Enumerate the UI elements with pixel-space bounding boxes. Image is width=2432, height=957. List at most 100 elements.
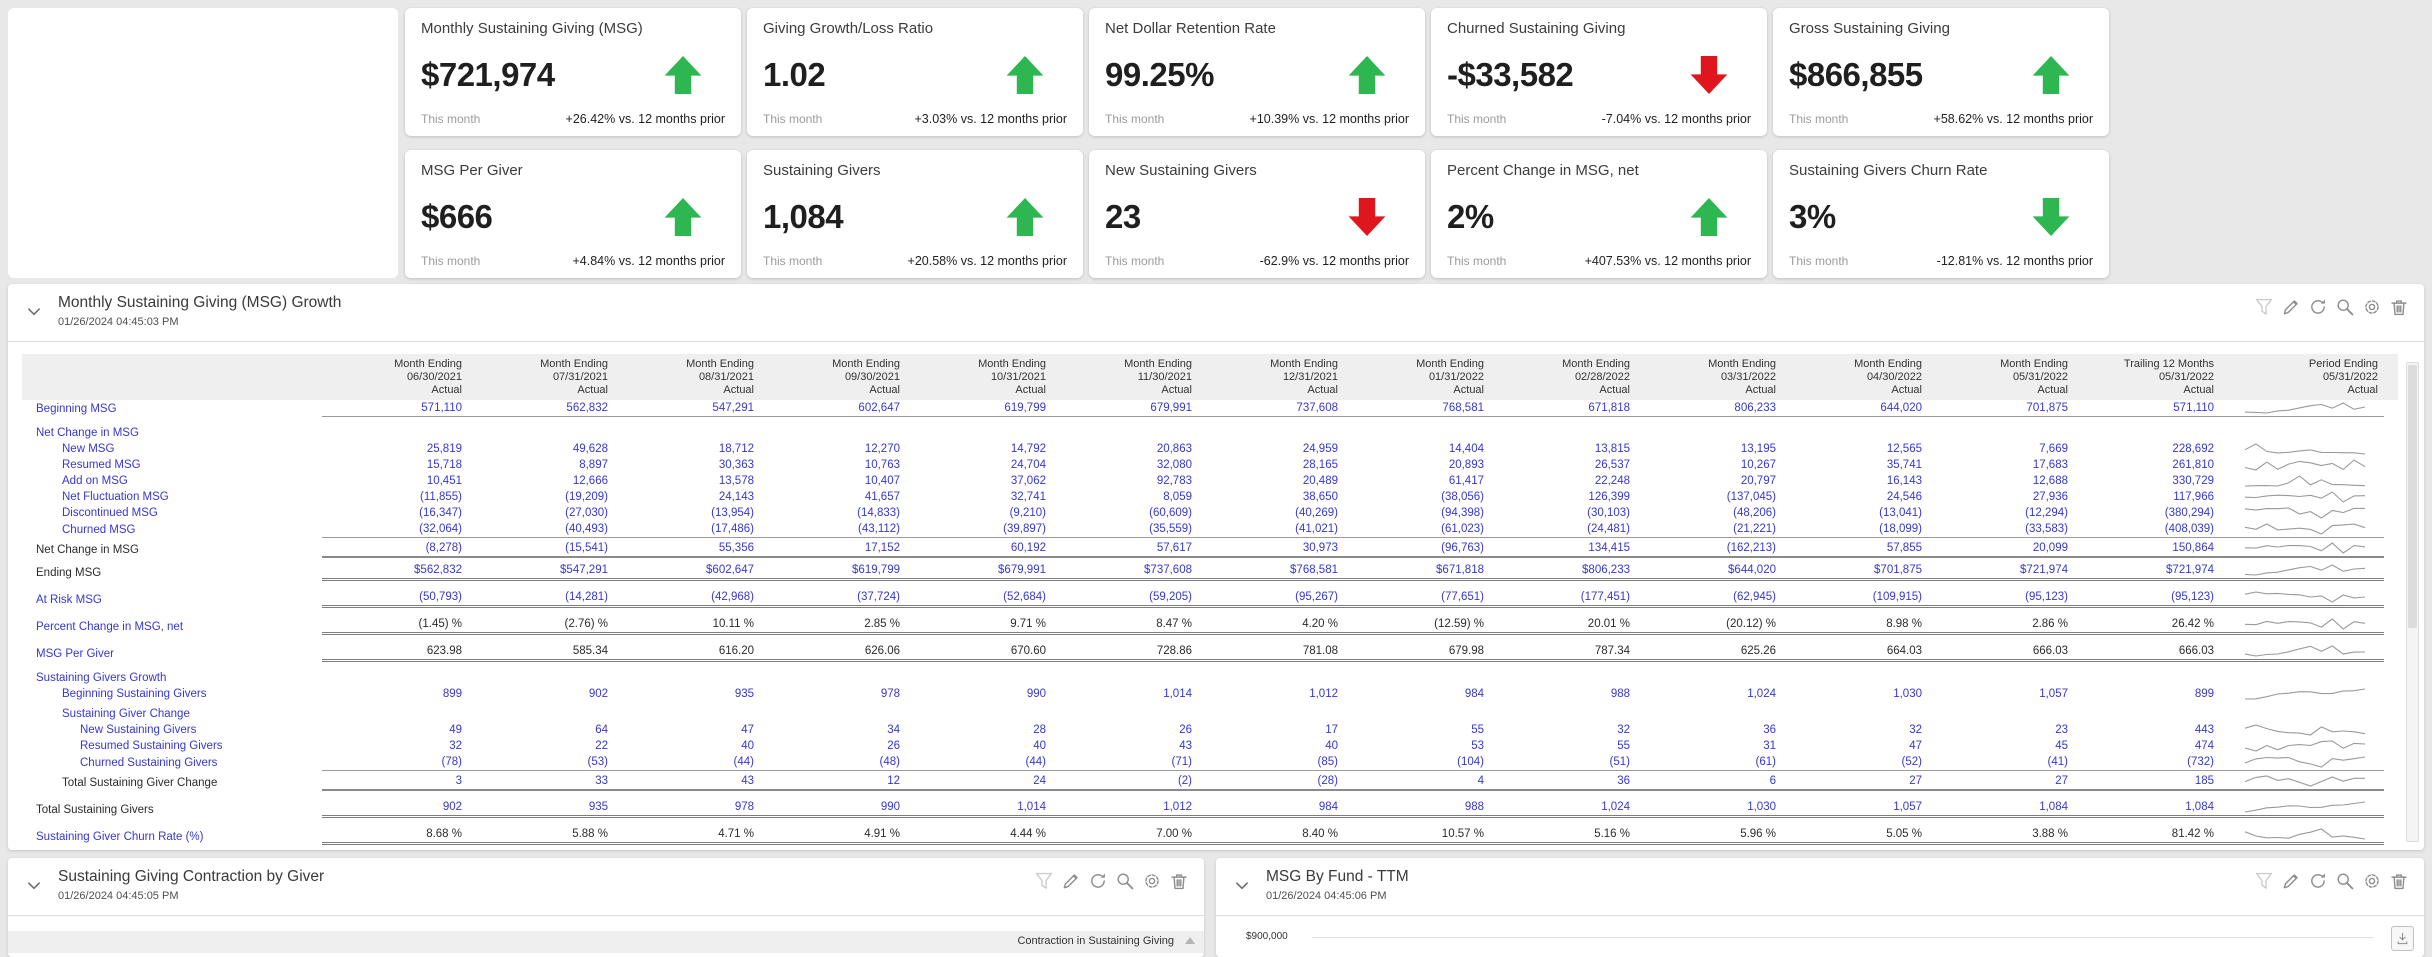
chevron-down-icon[interactable] xyxy=(26,304,46,324)
table-cell: (59,205) xyxy=(1149,591,1192,603)
row-label[interactable]: Sustaining Giver Change xyxy=(62,708,190,720)
kpi-delta: -12.81% vs. 12 months prior xyxy=(1936,254,2093,268)
scrollbar-thumb[interactable] xyxy=(2408,365,2417,628)
table-cell: (77,651) xyxy=(1441,591,1484,603)
refresh-icon[interactable] xyxy=(2309,872,2327,890)
table-cell: 22,248 xyxy=(1594,475,1630,487)
filter-icon[interactable] xyxy=(2255,872,2273,890)
row-label[interactable]: Churned MSG xyxy=(62,524,136,536)
column-header[interactable]: Month Ending 12/31/2021 Actual xyxy=(1270,358,1338,396)
kpi-title: Sustaining Givers Churn Rate xyxy=(1789,162,1988,179)
row-label: Total Sustaining Giver Change xyxy=(62,777,218,789)
table-cell: 20,863 xyxy=(1156,443,1192,455)
settings-icon[interactable] xyxy=(2363,298,2381,316)
row-label[interactable]: Churned Sustaining Givers xyxy=(80,757,218,769)
chevron-down-icon[interactable] xyxy=(26,878,46,898)
refresh-icon[interactable] xyxy=(2309,298,2327,316)
table-cell: $768,581 xyxy=(1290,564,1338,576)
kpi-card-4[interactable]: Churned Sustaining Giving -$33,582 This mo… xyxy=(1431,8,1767,136)
sparkline xyxy=(2220,505,2384,521)
table-cell: (2.76) % xyxy=(564,618,608,630)
row-label[interactable]: Sustaining Giver Churn Rate (%) xyxy=(36,831,204,843)
row-label[interactable]: New MSG xyxy=(62,443,115,455)
table-cell: (380,294) xyxy=(2164,507,2214,519)
row-label[interactable]: Discontinued MSG xyxy=(62,507,158,519)
sparkline xyxy=(2220,799,2384,815)
kpi-card-2[interactable]: Giving Growth/Loss Ratio 1.02 This month +3… xyxy=(747,8,1083,136)
row-label[interactable]: MSG Per Giver xyxy=(36,648,114,660)
table-row: New MSG 25,819 49,628 18,712 12,270 14,792 20,… xyxy=(22,441,2398,457)
kpi-title: Gross Sustaining Giving xyxy=(1789,20,1950,37)
vertical-scrollbar[interactable] xyxy=(2406,362,2419,842)
edit-icon[interactable] xyxy=(1062,872,1080,890)
table-cell: 14,404 xyxy=(1448,443,1484,455)
edit-icon[interactable] xyxy=(2282,298,2300,316)
table-cell: 935 xyxy=(588,801,608,813)
search-icon[interactable] xyxy=(2336,298,2354,316)
kpi-card-9[interactable]: Percent Change in MSG, net 2% This month +4… xyxy=(1431,150,1767,278)
kpi-card-1[interactable]: Monthly Sustaining Giving (MSG) $721,974 T… xyxy=(405,8,741,136)
row-label[interactable]: Percent Change in MSG, net xyxy=(36,621,184,633)
sparkline xyxy=(2220,643,2384,659)
trend-arrow-down-icon xyxy=(1689,55,1729,95)
table-cell: 25,819 xyxy=(426,443,462,455)
row-label[interactable]: Net Fluctuation MSG xyxy=(62,491,169,503)
search-icon[interactable] xyxy=(2336,872,2354,890)
filter-icon[interactable] xyxy=(1035,872,1053,890)
table-cell: 33 xyxy=(595,775,608,787)
delete-icon[interactable] xyxy=(2390,298,2408,316)
chevron-down-icon[interactable] xyxy=(1234,878,1254,898)
row-label[interactable]: Beginning Sustaining Givers xyxy=(62,688,207,700)
column-header[interactable]: Month Ending 04/30/2022 Actual xyxy=(1854,358,1922,396)
column-header-label[interactable]: Contraction in Sustaining Giving xyxy=(1017,935,1174,947)
edit-icon[interactable] xyxy=(2282,872,2300,890)
table-cell: 55,356 xyxy=(718,542,754,554)
column-header[interactable]: Month Ending 10/31/2021 Actual xyxy=(978,358,1046,396)
row-label[interactable]: Sustaining Givers Growth xyxy=(36,672,167,684)
column-header[interactable]: Month Ending 06/30/2021 Actual xyxy=(394,358,462,396)
column-header[interactable]: Month Ending 08/31/2021 Actual xyxy=(686,358,754,396)
kpi-period: This month xyxy=(1105,254,1165,268)
filter-icon[interactable] xyxy=(2255,298,2273,316)
settings-icon[interactable] xyxy=(2363,872,2381,890)
table-cell: (95,123) xyxy=(2025,591,2068,603)
row-label[interactable]: Net Change in MSG xyxy=(36,427,139,439)
row-label[interactable]: Resumed MSG xyxy=(62,459,141,471)
row-label[interactable]: At Risk MSG xyxy=(36,594,102,606)
row-label[interactable]: Beginning MSG xyxy=(36,403,117,415)
delete-icon[interactable] xyxy=(1170,872,1188,890)
table-cell: (61,023) xyxy=(1441,523,1484,535)
table-cell: 34 xyxy=(887,724,900,736)
table-cell: (48) xyxy=(879,756,900,768)
row-label[interactable]: Add on MSG xyxy=(62,475,128,487)
kpi-card-8[interactable]: New Sustaining Givers 23 This month -62.9% … xyxy=(1089,150,1425,278)
table-cell: $547,291 xyxy=(560,564,608,576)
column-header[interactable]: Month Ending 11/30/2021 Actual xyxy=(1124,358,1192,396)
row-label[interactable]: Resumed Sustaining Givers xyxy=(80,740,223,752)
column-header[interactable]: Period Ending 05/31/2022 Actual xyxy=(2308,358,2378,396)
column-header[interactable]: Month Ending 01/31/2022 Actual xyxy=(1416,358,1484,396)
refresh-icon[interactable] xyxy=(1089,872,1107,890)
download-button[interactable] xyxy=(2391,926,2414,951)
kpi-delta: +58.62% vs. 12 months prior xyxy=(1933,112,2093,126)
table-cell: 26 xyxy=(1179,724,1192,736)
row-label[interactable]: New Sustaining Givers xyxy=(80,724,197,736)
column-header[interactable]: Month Ending 03/31/2022 Actual xyxy=(1708,358,1776,396)
column-header[interactable]: Trailing 12 Months 05/31/2022 Actual xyxy=(2123,358,2214,396)
table-cell: 1,030 xyxy=(1893,688,1922,700)
column-header[interactable]: Month Ending 09/30/2021 Actual xyxy=(832,358,900,396)
column-header[interactable]: Month Ending 02/28/2022 Actual xyxy=(1562,358,1630,396)
kpi-card-5[interactable]: Gross Sustaining Giving $866,855 This mont… xyxy=(1773,8,2109,136)
table-cell: (94,398) xyxy=(1441,507,1484,519)
sort-asc-icon[interactable] xyxy=(1185,937,1195,944)
search-icon[interactable] xyxy=(1116,872,1134,890)
kpi-card-10[interactable]: Sustaining Givers Churn Rate 3% This month… xyxy=(1773,150,2109,278)
kpi-card-3[interactable]: Net Dollar Retention Rate 99.25% This mont… xyxy=(1089,8,1425,136)
settings-icon[interactable] xyxy=(1143,872,1161,890)
kpi-value: 2% xyxy=(1447,197,1494,235)
column-header[interactable]: Month Ending 05/31/2022 Actual xyxy=(2000,358,2068,396)
kpi-card-7[interactable]: Sustaining Givers 1,084 This month +20.58% … xyxy=(747,150,1083,278)
kpi-card-6[interactable]: MSG Per Giver $666 This month +4.84% vs. 12… xyxy=(405,150,741,278)
delete-icon[interactable] xyxy=(2390,872,2408,890)
column-header[interactable]: Month Ending 07/31/2021 Actual xyxy=(540,358,608,396)
